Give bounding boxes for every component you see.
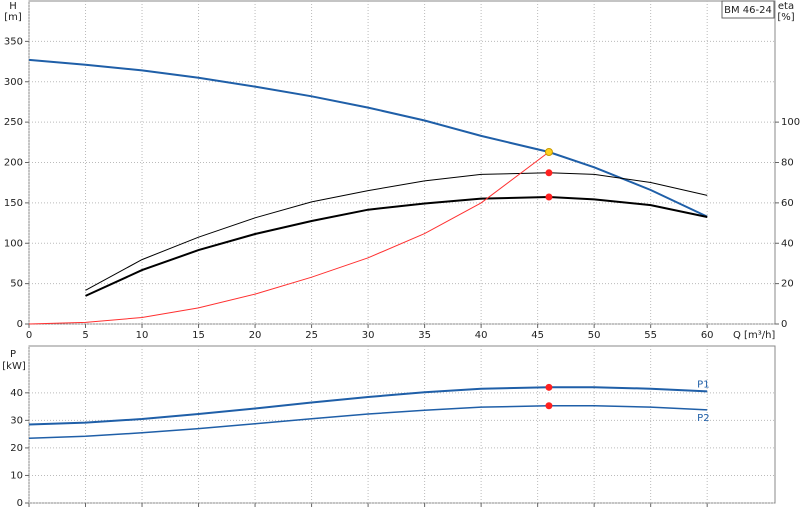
series-label: P2 xyxy=(697,413,709,424)
operating-point xyxy=(545,402,553,410)
y2-tick-label: 40 xyxy=(781,238,794,249)
x-tick-label: 40 xyxy=(475,330,488,341)
operating-point xyxy=(545,169,553,177)
x-label: Q [m³/h] xyxy=(733,330,775,341)
y-tick-label: 300 xyxy=(4,77,23,88)
y-label: P xyxy=(10,349,16,360)
y2-tick-label: 100 xyxy=(781,117,800,128)
y2-tick-label: 80 xyxy=(781,158,794,169)
series-label: P1 xyxy=(697,379,709,390)
y-tick-label: 350 xyxy=(4,36,23,47)
series-line xyxy=(28,151,550,325)
y-tick-label: 10 xyxy=(10,470,23,481)
y-label: [kW] xyxy=(2,361,26,372)
series-line xyxy=(85,195,708,297)
x-tick-label: 60 xyxy=(701,330,714,341)
y-tick-label: 250 xyxy=(4,117,23,128)
series-line xyxy=(85,172,708,291)
y-tick-label: 30 xyxy=(10,415,23,426)
x-tick-label: 35 xyxy=(418,330,431,341)
title-box xyxy=(721,0,775,19)
operating-point xyxy=(545,383,553,391)
y2-tick-label: 60 xyxy=(781,198,794,209)
y2-tick-label: 0 xyxy=(781,319,787,330)
y-tick-label: 20 xyxy=(10,443,23,454)
y-label: H xyxy=(9,1,17,12)
x-tick-label: 50 xyxy=(588,330,601,341)
y-label: [m] xyxy=(4,12,22,23)
y2-label: [%] xyxy=(777,12,794,23)
y2-tick-label: 20 xyxy=(781,279,794,290)
y2-label: eta xyxy=(778,1,794,12)
x-tick-label: 25 xyxy=(305,330,318,341)
operating-point xyxy=(544,148,553,157)
x-tick-label: 45 xyxy=(531,330,544,341)
x-tick-label: 5 xyxy=(82,330,88,341)
y-tick-label: 200 xyxy=(4,158,23,169)
y-tick-label: 40 xyxy=(10,388,23,399)
series-line xyxy=(28,405,708,440)
x-tick-label: 0 xyxy=(26,330,32,341)
series-line xyxy=(28,386,708,426)
x-tick-label: 10 xyxy=(136,330,149,341)
y-tick-label: 100 xyxy=(4,238,23,249)
x-tick-label: 55 xyxy=(644,330,657,341)
x-tick-label: 30 xyxy=(362,330,375,341)
operating-point xyxy=(545,193,553,201)
y-tick-label: 0 xyxy=(17,498,23,509)
y-tick-label: 50 xyxy=(10,279,23,290)
y-tick-label: 150 xyxy=(4,198,23,209)
x-tick-label: 15 xyxy=(192,330,205,341)
y-tick-label: 0 xyxy=(17,319,23,330)
x-tick-label: 20 xyxy=(249,330,262,341)
series-line xyxy=(28,58,708,218)
chart-title: BM 46-24 xyxy=(724,5,772,16)
bottom-plot-frame xyxy=(28,345,776,504)
